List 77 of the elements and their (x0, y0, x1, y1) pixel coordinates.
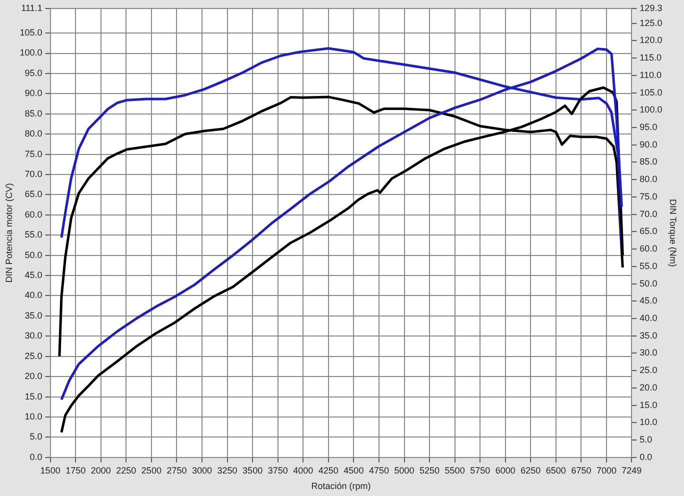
x-tick-label: 3500 (242, 465, 263, 476)
y2-tick-label: 0.0 (640, 452, 652, 462)
x-tick-label: 1500 (40, 465, 60, 476)
y-tick-label: 60.0 (24, 209, 42, 220)
y2-tick-label: 35.0 (640, 330, 658, 340)
x-tick-label: 4000 (293, 465, 314, 476)
y-tick-label: 65.0 (24, 189, 42, 200)
x-tick-label: 4500 (344, 465, 364, 476)
y2-tick-label: 80.0 (640, 174, 658, 184)
y-tick-label: 10.0 (24, 411, 42, 422)
y2-tick-label: 65.0 (640, 226, 658, 236)
x-tick-label: 4750 (368, 465, 389, 476)
y2-tick-label: 45.0 (640, 296, 658, 306)
x-tick-label: 3750 (268, 465, 288, 476)
y2-tick-label: 25.0 (640, 365, 658, 376)
x-tick-label: 5750 (470, 465, 490, 476)
y2-tick-label: 120.0 (640, 35, 662, 46)
x-tick-label: 5250 (420, 465, 440, 476)
x-tick-label: 3250 (217, 465, 238, 476)
y2-tick-label: 10.0 (640, 417, 658, 428)
x-tick-label: 2000 (90, 465, 111, 476)
y2-tick-label: 110.0 (640, 70, 662, 80)
y2-tick-label: 129.3 (640, 2, 662, 13)
y2-tick-label: 50.0 (640, 278, 658, 288)
x-tick-label: 2250 (116, 465, 136, 476)
y2-tick-label: 115.0 (640, 52, 662, 63)
x-axis-title: Rotación (rpm) (311, 481, 371, 492)
x-tick-label: 2750 (166, 465, 187, 476)
y2-tick-label: 60.0 (640, 244, 658, 254)
y-axis-title: DIN Potencia motor (CV) (4, 183, 14, 283)
y2-tick-label: 75.0 (640, 191, 658, 202)
y-tick-label: 100.0 (20, 48, 42, 58)
y-tick-label: 80.0 (24, 128, 42, 139)
y2-tick-label: 105.0 (640, 87, 662, 98)
x-tick-label: 1750 (66, 465, 86, 476)
y2-tick-label: 85.0 (640, 156, 658, 167)
y-tick-label: 90.0 (24, 88, 42, 98)
x-tick-label: 6250 (520, 465, 541, 476)
y2-tick-label: 15.0 (640, 400, 658, 410)
y2-tick-label: 40.0 (640, 312, 658, 323)
x-tick-label: 6750 (571, 465, 592, 476)
x-tick-label: 2500 (141, 465, 162, 476)
y-tick-label: 50.0 (24, 250, 42, 260)
x-tick-label: 4250 (318, 465, 338, 476)
y2-tick-label: 100.0 (640, 104, 662, 115)
y-tick-label: 95.0 (24, 68, 42, 78)
y2-tick-label: 70.0 (640, 208, 658, 219)
y2-tick-label: 90.0 (640, 139, 658, 150)
y-tick-label: 0.0 (30, 452, 42, 462)
y-tick-label: 40.0 (24, 290, 42, 300)
x-tick-label: 6500 (546, 465, 566, 476)
y-tick-label: 30.0 (24, 330, 42, 341)
y2-axis-title: DIN Torque (Nm) (668, 198, 678, 267)
y-tick-label: 25.0 (24, 350, 42, 361)
y2-tick-label: 95.0 (640, 122, 658, 132)
y-tick-label: 55.0 (24, 230, 42, 240)
y-tick-label: 85.0 (24, 108, 42, 118)
y-tick-label: 111.1 (21, 2, 42, 13)
y-tick-label: 35.0 (24, 310, 42, 320)
y-tick-label: 105.0 (20, 28, 42, 38)
y-tick-label: 45.0 (24, 270, 42, 280)
x-tick-label: 7249 (622, 465, 642, 476)
x-tick-label: 7000 (596, 465, 617, 476)
y2-tick-label: 20.0 (640, 382, 658, 392)
y-tick-label: 15.0 (24, 391, 42, 402)
x-tick-label: 5000 (394, 465, 414, 476)
y2-tick-label: 30.0 (640, 348, 658, 358)
x-tick-label: 3000 (192, 465, 212, 476)
y-tick-label: 5.0 (30, 432, 42, 442)
x-tick-label: 5500 (444, 465, 465, 476)
y-tick-label: 75.0 (24, 148, 42, 159)
y-tick-label: 70.0 (24, 168, 42, 179)
y2-tick-label: 55.0 (640, 260, 658, 271)
y-tick-label: 20.0 (24, 371, 42, 382)
y2-tick-label: 5.0 (640, 434, 652, 445)
x-tick-label: 6000 (495, 465, 516, 476)
y2-tick-label: 125.0 (640, 18, 662, 28)
